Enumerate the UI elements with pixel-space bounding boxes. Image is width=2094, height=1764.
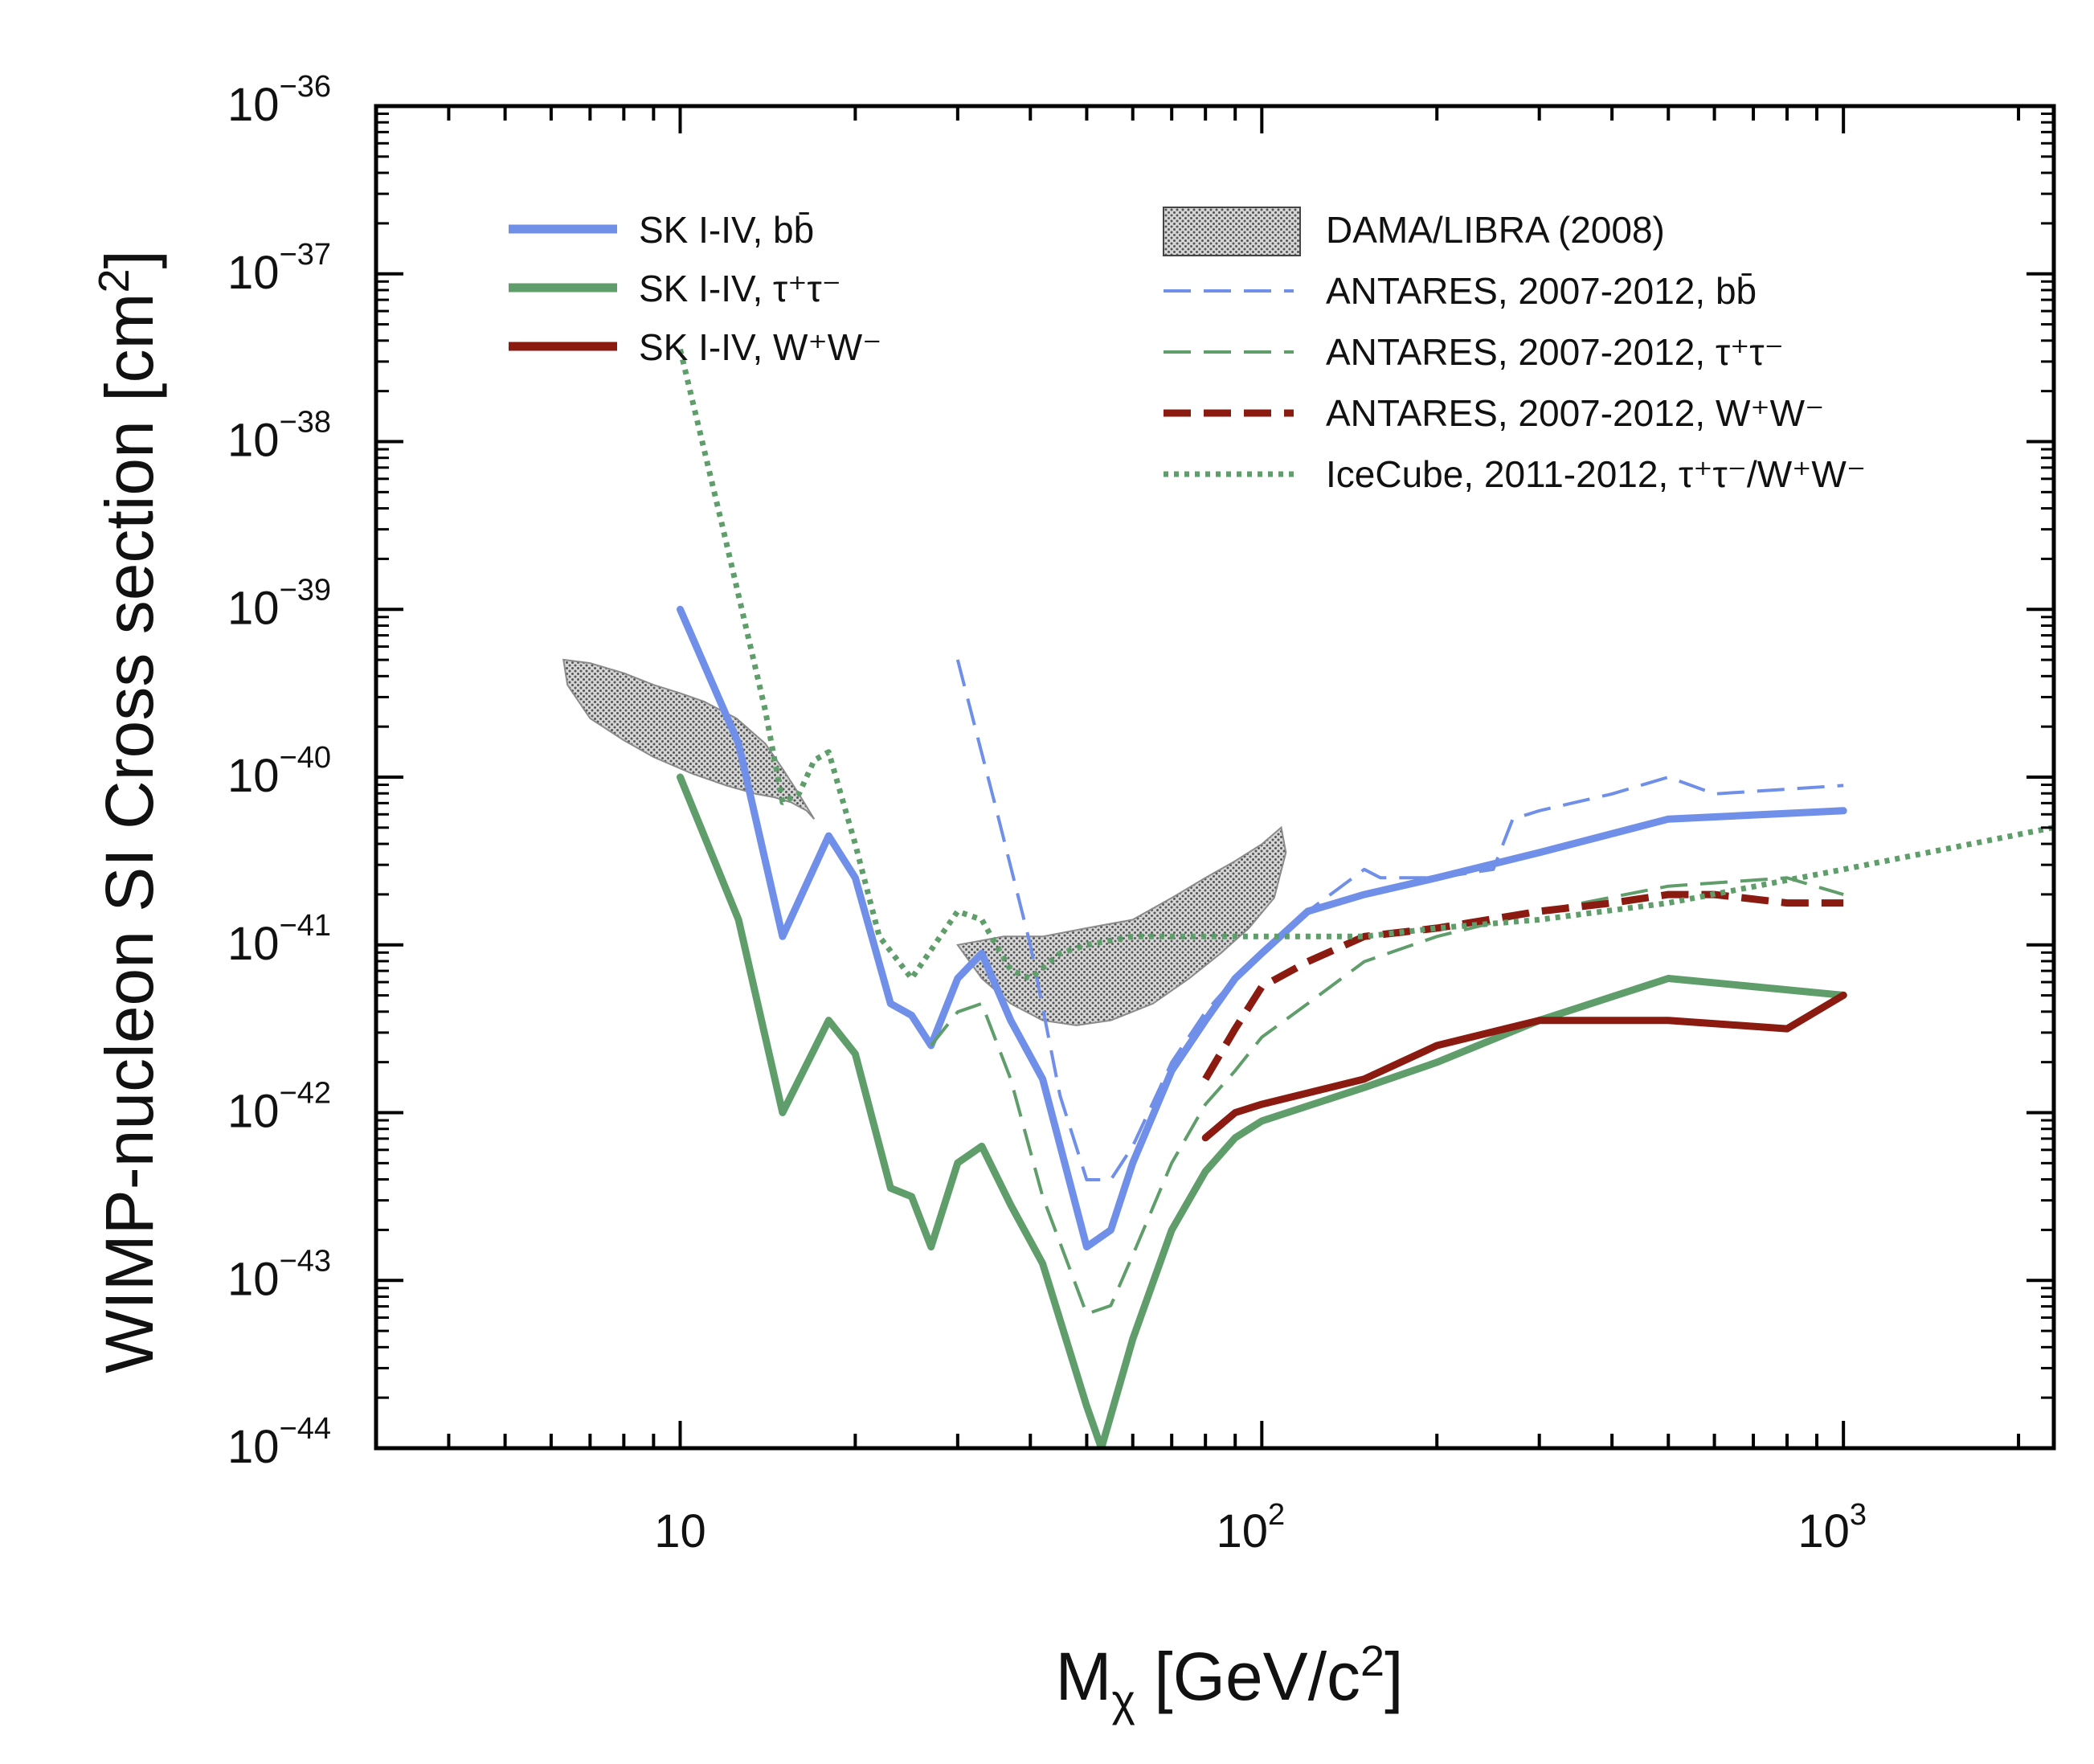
x-tick-label: 102 bbox=[1216, 1498, 1285, 1557]
y-tick-label: 10−43 bbox=[227, 1244, 331, 1305]
x-tick-label: 103 bbox=[1797, 1498, 1867, 1557]
legend-label-icecube: IceCube, 2011-2012, τ⁺τ⁻/W⁺W⁻ bbox=[1326, 453, 1866, 495]
region-dama-0 bbox=[562, 658, 816, 820]
series-line-sk-tau bbox=[677, 773, 1847, 1448]
legend-label-dama: DAMA/LIBRA (2008) bbox=[1326, 209, 1665, 251]
legend-label-sk-ww: SK I-IV, W⁺W⁻ bbox=[639, 326, 881, 368]
y-tick-label: 10−42 bbox=[227, 1077, 331, 1138]
x-axis-title: Mχ [GeV/c2] bbox=[1056, 1637, 1404, 1725]
y-tick-label: 10−44 bbox=[227, 1412, 331, 1473]
y-tick-label: 10−41 bbox=[227, 909, 331, 970]
y-axis-title: WIMP-nucleon SI Cross section [cm2] bbox=[90, 250, 167, 1373]
legend-label-sk-bb: SK I-IV, bb̄ bbox=[639, 209, 814, 251]
plot-frame bbox=[374, 104, 2056, 1451]
legend-label-antares-bb: ANTARES, 2007-2012, bb̄ bbox=[1326, 270, 1757, 312]
legend-label-antares-tau: ANTARES, 2007-2012, τ⁺τ⁻ bbox=[1326, 331, 1784, 373]
series-line-antares-ww bbox=[1202, 890, 1844, 1081]
legend-label-sk-tau: SK I-IV, τ⁺τ⁻ bbox=[639, 268, 841, 309]
y-tick-label: 10−39 bbox=[227, 573, 331, 634]
series-line-sk-ww bbox=[1201, 991, 1847, 1142]
series-line-antares-bb bbox=[955, 659, 1844, 1181]
y-tick-label: 10−36 bbox=[227, 70, 331, 131]
y-tick-label: 10−40 bbox=[227, 741, 331, 802]
y-tick-label: 10−37 bbox=[227, 238, 331, 299]
region-dama-1 bbox=[956, 825, 1287, 1026]
legend-swatch-dama bbox=[1163, 207, 1301, 256]
y-tick-label: 10−38 bbox=[227, 406, 331, 467]
series-line-sk-bb bbox=[677, 605, 1847, 1250]
x-tick-label: 10 bbox=[654, 1505, 706, 1557]
legend-left: SK I-IV, bb̄ SK I-IV, τ⁺τ⁻ SK I-IV, W⁺W⁻ bbox=[509, 209, 881, 368]
legend-right: DAMA/LIBRA (2008) ANTARES, 2007-2012, bb… bbox=[1163, 207, 1866, 495]
series-line-icecube bbox=[677, 348, 2054, 981]
legend-label-antares-ww: ANTARES, 2007-2012, W⁺W⁻ bbox=[1326, 392, 1824, 434]
series-line-antares-tau bbox=[930, 876, 1844, 1316]
